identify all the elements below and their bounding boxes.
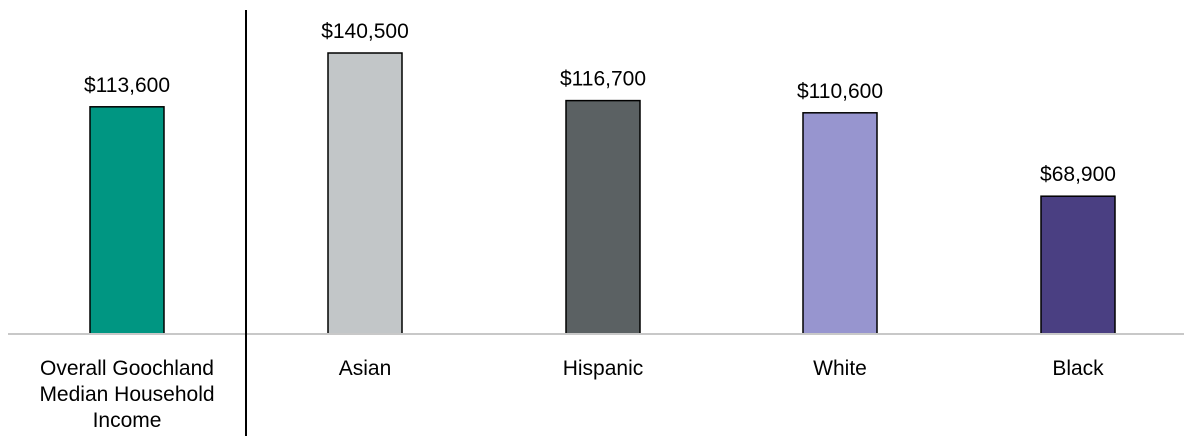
category-label-4: Black xyxy=(1052,357,1104,380)
category-label-1: Asian xyxy=(339,357,392,380)
bar-4 xyxy=(1040,195,1116,335)
bar-1 xyxy=(327,52,403,335)
category-labels-group: Overall Goochland Median Household Income A… xyxy=(39,357,1104,432)
value-label-4: $68,900 xyxy=(1040,163,1116,186)
category-label-0-line-2: Income xyxy=(93,409,162,432)
category-label-0: Overall Goochland Median Household Income xyxy=(39,357,214,432)
category-label-2: Hispanic xyxy=(563,357,644,380)
category-label-3: White xyxy=(813,357,867,380)
value-label-1: $140,500 xyxy=(321,20,409,43)
bar-2 xyxy=(565,99,641,335)
value-label-0: $113,600 xyxy=(84,74,170,97)
category-label-2-line-0: Hispanic xyxy=(563,357,644,380)
value-label-2: $116,700 xyxy=(560,68,646,91)
bars-group xyxy=(89,52,1116,335)
bar-3 xyxy=(802,112,878,335)
category-label-4-line-0: Black xyxy=(1052,357,1104,380)
bar-0 xyxy=(89,106,165,335)
category-label-3-line-0: White xyxy=(813,357,867,380)
category-label-0-line-1: Median Household xyxy=(39,383,214,406)
value-labels-group: $113,600 $140,500 $116,700 $110,600 $68,900 xyxy=(84,20,1116,186)
category-label-1-line-0: Asian xyxy=(339,357,392,380)
category-label-0-line-0: Overall Goochland xyxy=(40,357,214,380)
value-label-3: $110,600 xyxy=(797,80,883,103)
